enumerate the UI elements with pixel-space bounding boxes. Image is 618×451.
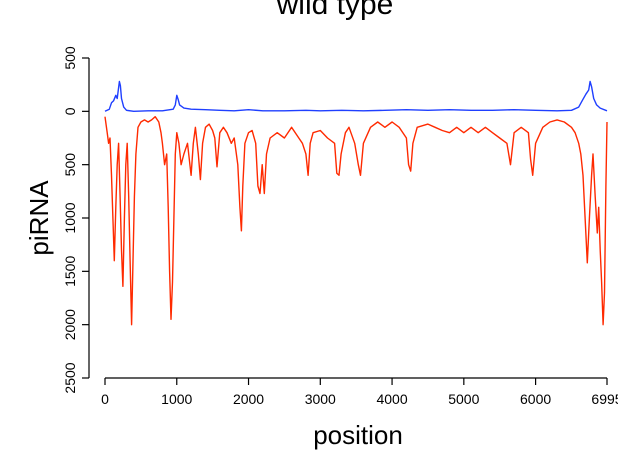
x-tick-label: 4000 xyxy=(376,391,407,407)
y-tick-label: 2000 xyxy=(62,309,78,340)
y-tick-label: 0 xyxy=(62,107,78,115)
x-tick-label: 2000 xyxy=(233,391,264,407)
y-tick-label: 1000 xyxy=(62,202,78,233)
y-tick-label: 500 xyxy=(62,153,78,177)
y-tick-label: 2500 xyxy=(62,362,78,393)
chart-title: wild type xyxy=(276,0,394,21)
series-line-1 xyxy=(104,116,608,326)
series-layer xyxy=(104,80,608,326)
x-tick-label: 1000 xyxy=(161,391,192,407)
x-tick-label: 0 xyxy=(101,391,109,407)
x-tick-label: 3000 xyxy=(305,391,336,407)
x-tick-label: 6000 xyxy=(520,391,551,407)
x-tick-label: 5000 xyxy=(448,391,479,407)
y-ticks: 500 0 500 1000 1500 2000 2500 xyxy=(62,46,89,394)
y-tick-label: 1500 xyxy=(62,256,78,287)
x-axis-label: position xyxy=(313,420,403,450)
y-axis-label: piRNA xyxy=(24,180,54,256)
series-line-0 xyxy=(104,80,608,112)
y-tick-label: 500 xyxy=(62,46,78,70)
